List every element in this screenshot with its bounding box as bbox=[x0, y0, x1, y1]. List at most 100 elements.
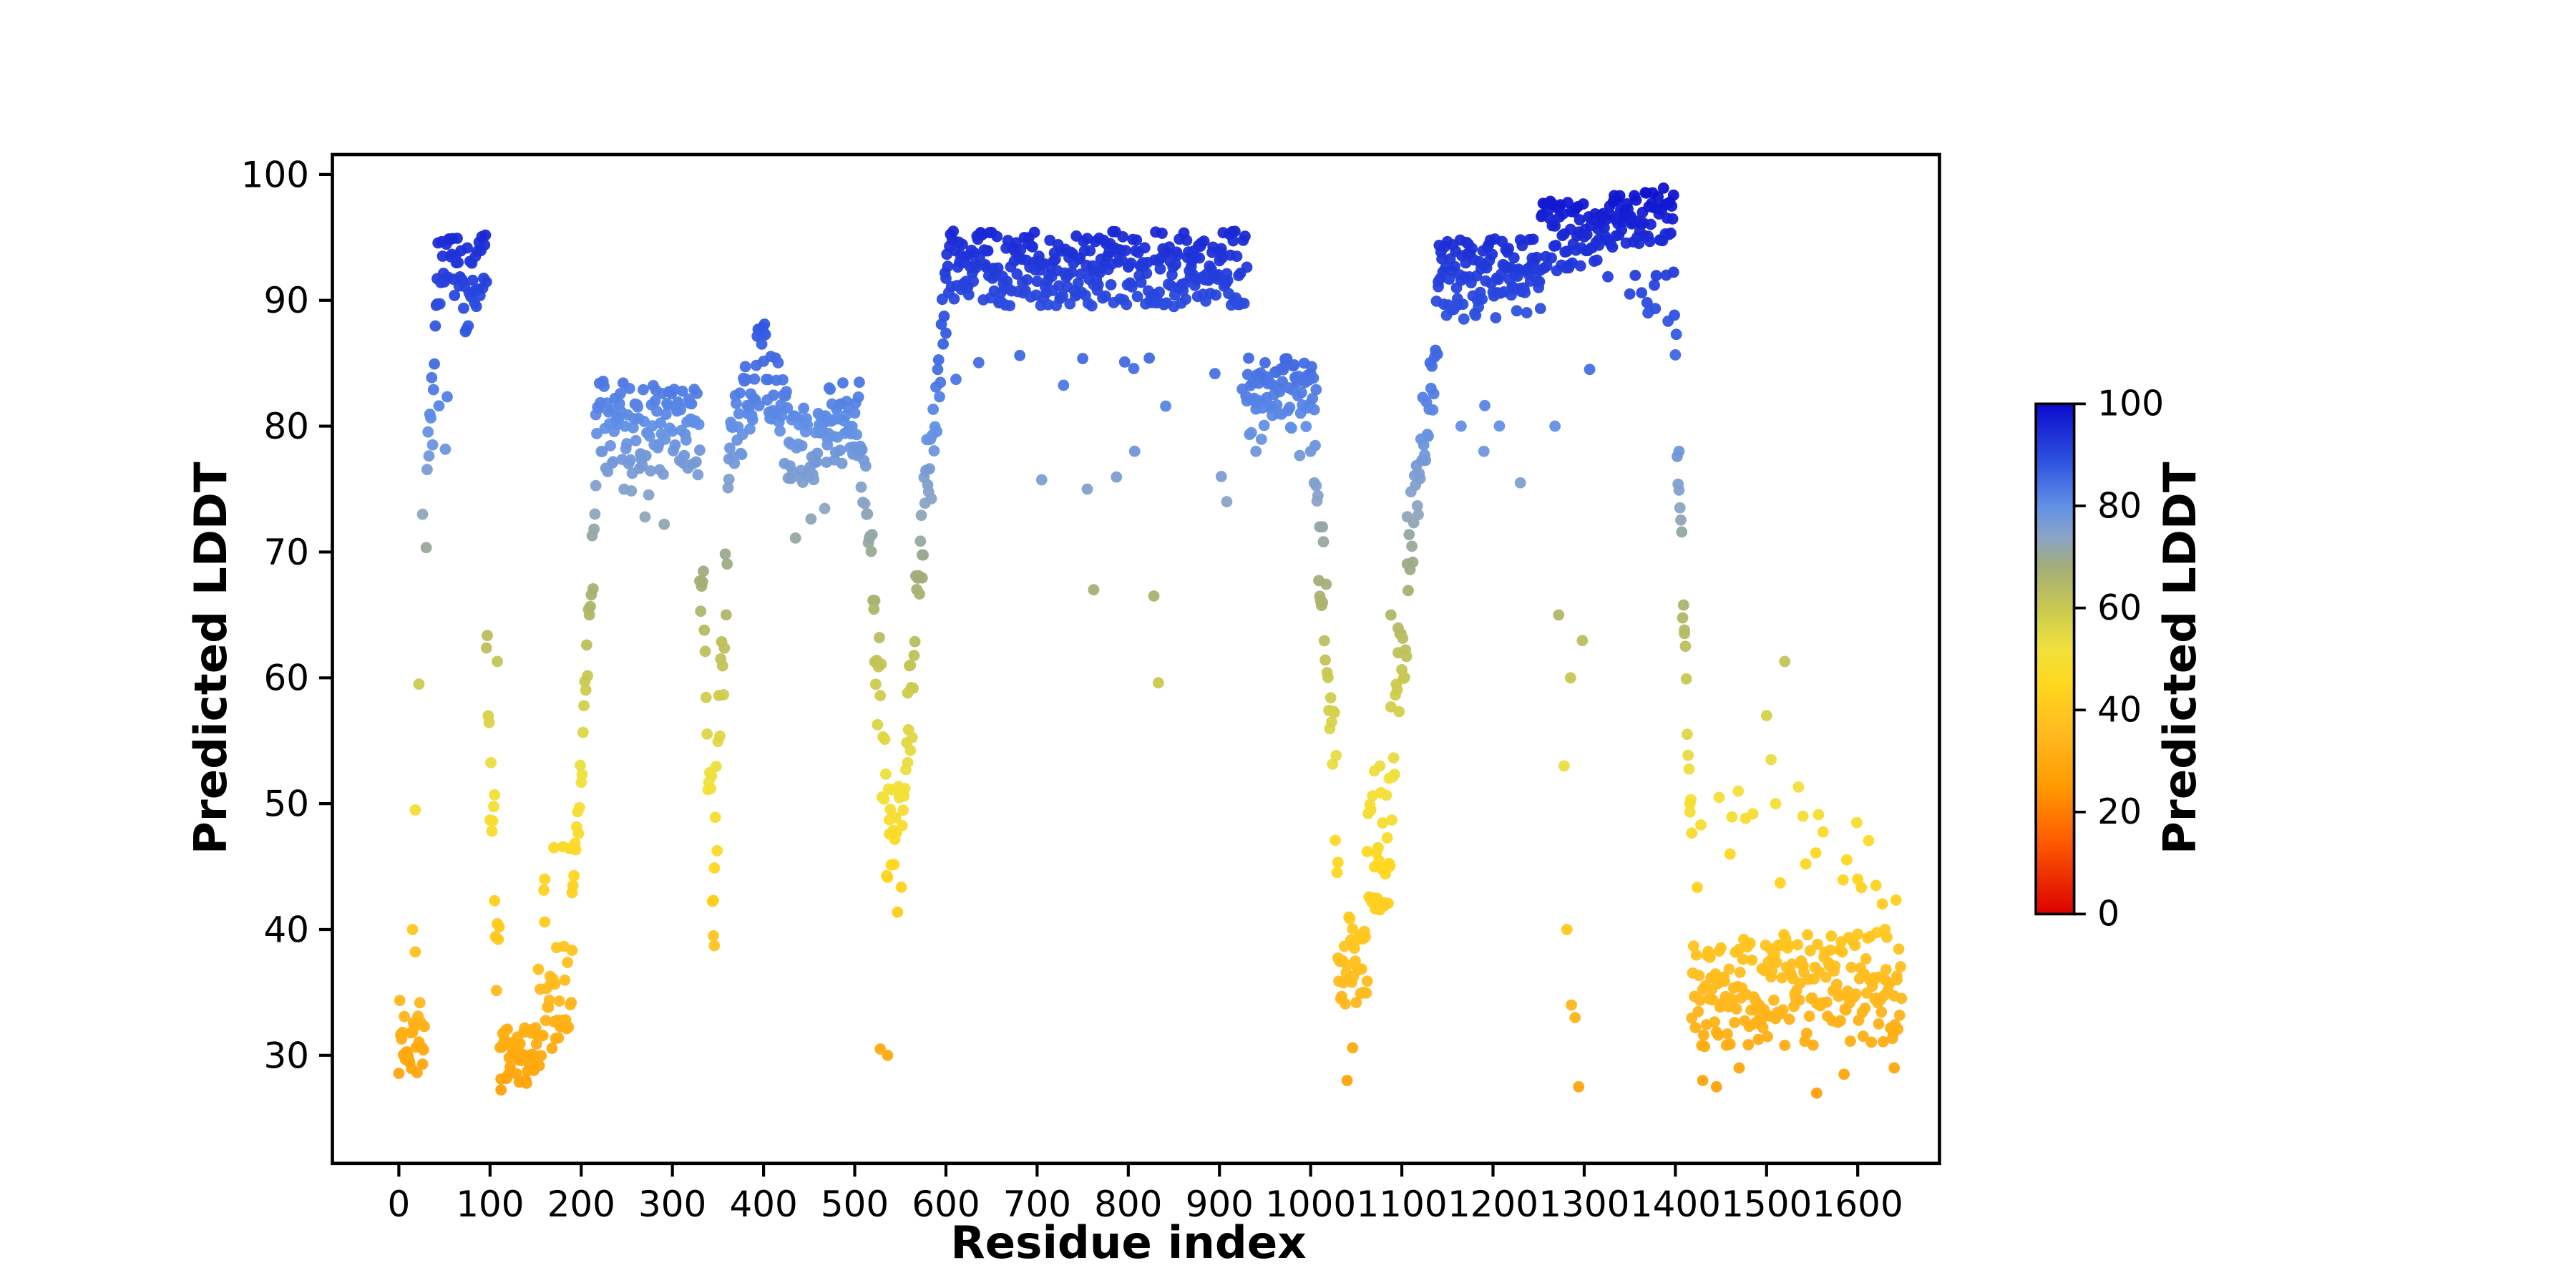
data-point bbox=[846, 420, 858, 432]
data-point bbox=[1332, 857, 1344, 868]
colorbar-tick-label: 0 bbox=[2097, 894, 2119, 935]
data-point bbox=[1679, 624, 1690, 636]
data-point bbox=[1374, 760, 1386, 772]
data-point bbox=[1231, 250, 1243, 263]
data-point bbox=[970, 262, 982, 273]
data-point bbox=[1684, 798, 1696, 810]
data-point bbox=[711, 845, 723, 857]
data-point bbox=[1399, 671, 1410, 683]
data-point bbox=[1064, 298, 1076, 310]
data-point bbox=[762, 374, 774, 386]
x-tick-label: 1500 bbox=[1721, 1184, 1812, 1225]
y-tick-label: 70 bbox=[263, 532, 309, 573]
data-point bbox=[1296, 386, 1307, 399]
data-point bbox=[1673, 484, 1685, 496]
data-point bbox=[559, 974, 571, 986]
data-point bbox=[916, 572, 928, 584]
data-point bbox=[409, 804, 421, 816]
data-point bbox=[1558, 760, 1570, 772]
data-point bbox=[1704, 951, 1716, 963]
data-point bbox=[1650, 270, 1662, 282]
data-point bbox=[577, 726, 589, 738]
data-point bbox=[1584, 364, 1596, 376]
data-point bbox=[700, 691, 712, 703]
data-point bbox=[489, 894, 501, 907]
data-point bbox=[1666, 200, 1678, 212]
data-point bbox=[422, 426, 434, 438]
axes-box bbox=[331, 152, 1941, 1166]
data-point bbox=[1028, 226, 1040, 238]
data-point bbox=[1737, 953, 1749, 965]
data-point bbox=[623, 383, 635, 394]
data-point bbox=[1229, 225, 1241, 238]
data-point bbox=[1388, 769, 1400, 781]
data-point bbox=[733, 408, 745, 420]
data-point bbox=[878, 793, 890, 805]
data-point bbox=[1797, 810, 1809, 822]
data-point bbox=[1407, 517, 1420, 529]
x-tick-label: 1400 bbox=[1630, 1184, 1721, 1225]
data-point bbox=[492, 933, 504, 945]
data-point bbox=[490, 985, 502, 997]
data-point bbox=[906, 731, 918, 743]
data-point bbox=[962, 288, 975, 301]
data-point bbox=[1458, 313, 1470, 325]
data-point bbox=[532, 963, 545, 975]
data-point bbox=[1527, 233, 1539, 245]
data-point bbox=[1852, 873, 1864, 885]
data-point bbox=[1387, 752, 1400, 763]
data-point bbox=[1686, 827, 1698, 839]
data-point bbox=[1121, 298, 1133, 311]
y-axis-label: Predicted LDDT bbox=[185, 462, 237, 854]
data-point bbox=[1320, 578, 1332, 590]
data-point bbox=[1645, 218, 1657, 230]
data-point bbox=[1693, 970, 1705, 982]
data-point bbox=[1591, 254, 1603, 266]
data-point bbox=[940, 327, 952, 339]
data-point bbox=[744, 423, 756, 435]
data-point bbox=[568, 869, 580, 882]
data-point bbox=[1503, 243, 1515, 255]
data-point bbox=[1131, 291, 1143, 303]
data-point bbox=[1427, 404, 1439, 416]
data-point bbox=[1677, 612, 1689, 624]
data-point bbox=[591, 428, 602, 439]
data-point bbox=[801, 419, 814, 431]
data-point bbox=[1805, 945, 1816, 957]
data-point bbox=[836, 457, 848, 469]
data-point bbox=[651, 405, 663, 417]
data-point bbox=[1152, 677, 1164, 689]
data-point bbox=[1011, 268, 1023, 280]
data-point bbox=[734, 387, 746, 399]
data-point bbox=[690, 456, 702, 468]
data-point bbox=[419, 1020, 430, 1033]
data-point bbox=[708, 894, 719, 907]
data-point bbox=[1649, 279, 1660, 291]
data-point bbox=[480, 276, 492, 288]
data-point bbox=[1118, 356, 1131, 368]
data-point bbox=[928, 445, 940, 457]
data-point bbox=[950, 374, 962, 386]
data-point bbox=[1766, 965, 1778, 977]
data-point bbox=[834, 444, 847, 457]
data-point bbox=[1569, 1012, 1581, 1023]
data-point bbox=[636, 459, 648, 472]
data-point bbox=[655, 417, 667, 429]
data-point bbox=[1669, 309, 1680, 321]
data-point bbox=[1331, 867, 1343, 879]
data-point bbox=[572, 828, 585, 839]
data-point bbox=[720, 609, 732, 621]
data-point bbox=[1153, 286, 1166, 298]
data-point bbox=[1455, 420, 1467, 432]
data-point bbox=[1072, 277, 1084, 289]
data-point bbox=[1120, 245, 1131, 257]
data-point bbox=[1574, 214, 1586, 226]
data-point bbox=[1875, 1006, 1888, 1018]
data-point bbox=[1340, 998, 1351, 1010]
data-point bbox=[932, 364, 944, 376]
data-point bbox=[1181, 235, 1193, 246]
data-point bbox=[1697, 1075, 1709, 1086]
data-point bbox=[1782, 940, 1795, 952]
y-tick-label: 50 bbox=[263, 784, 309, 825]
